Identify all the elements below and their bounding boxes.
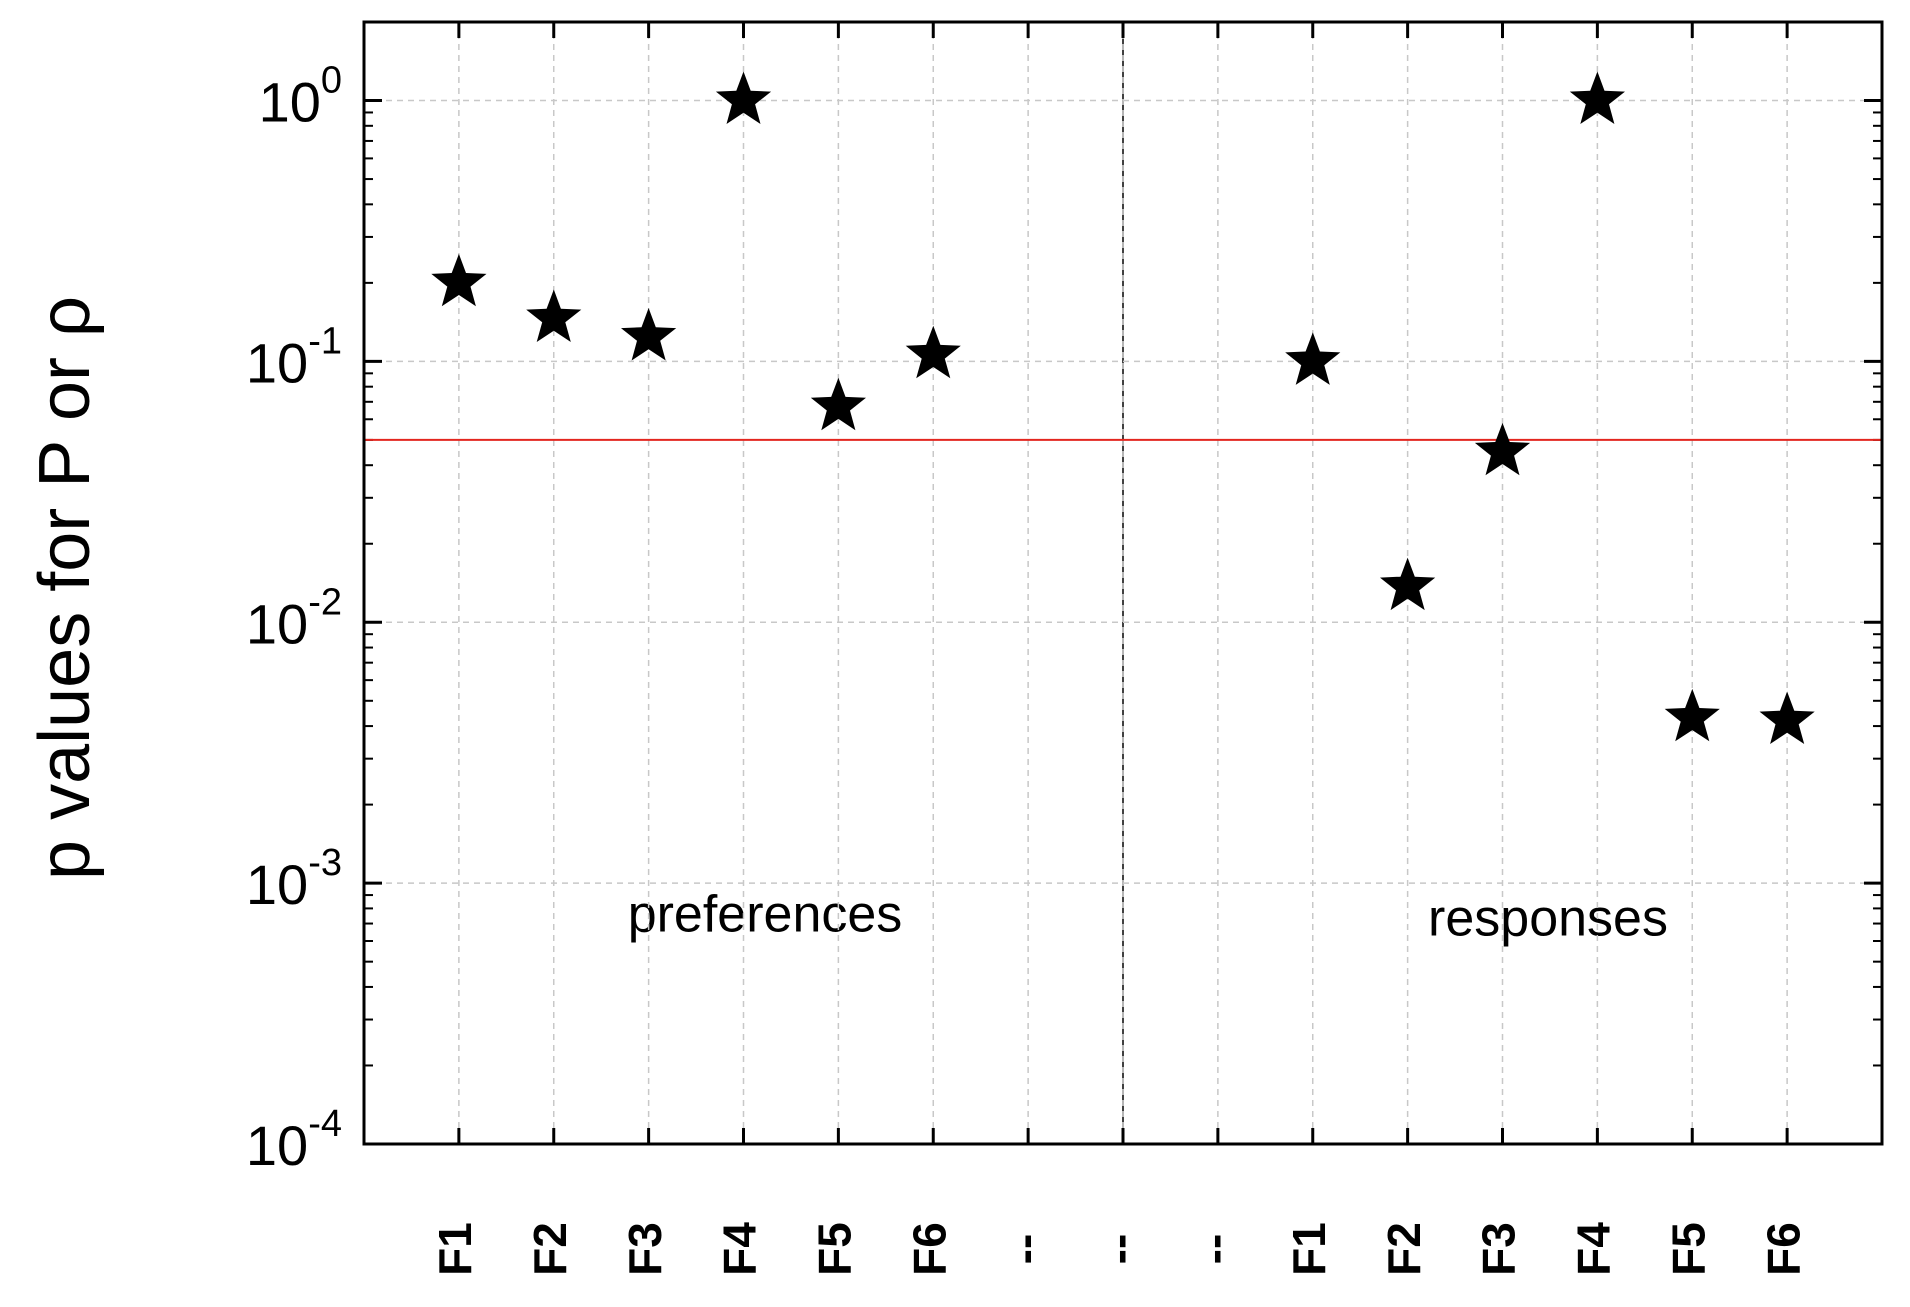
star-marker [715,71,772,124]
star-marker [1664,688,1720,742]
plot-frame [362,20,1884,1146]
star-marker [526,289,582,342]
y-tick-label: 10-2 [246,581,342,655]
star-marker [1474,422,1531,476]
x-tick-label: F4 [714,1222,766,1276]
x-tick-label: F1 [429,1222,481,1276]
star-marker [621,308,677,361]
x-tick-label: F1 [1283,1222,1335,1276]
star-marker [1569,71,1625,124]
x-tick-label: F6 [903,1222,955,1276]
x-tick-label: F3 [619,1222,671,1276]
x-tick-label: F5 [809,1222,861,1276]
x-tick-label: -- [998,1234,1050,1265]
x-tick-label: F2 [1378,1222,1430,1276]
annotation: responses [1428,890,1668,948]
x-tick-label: -- [1093,1234,1145,1265]
y-axis-title: p values for P or ρ [25,296,105,880]
y-tick-label: 100 [259,60,342,134]
x-tick-label: F5 [1662,1222,1714,1276]
y-tick-label: 10-3 [246,842,342,916]
x-tick-label: F6 [1757,1222,1809,1276]
star-marker [1285,332,1341,385]
y-tick-label: 10-1 [246,320,342,394]
star-marker [1380,557,1436,611]
y-tick-label: 10-4 [246,1103,342,1177]
x-tick-label: -- [1188,1234,1240,1265]
x-tick-label: F2 [524,1222,576,1276]
star-marker [905,325,961,379]
star-marker [1759,691,1815,744]
star-marker [431,253,487,307]
x-tick-label: F4 [1568,1222,1620,1276]
star-marker [810,377,866,431]
annotation: preferences [628,886,903,944]
x-tick-label: F3 [1473,1222,1525,1276]
